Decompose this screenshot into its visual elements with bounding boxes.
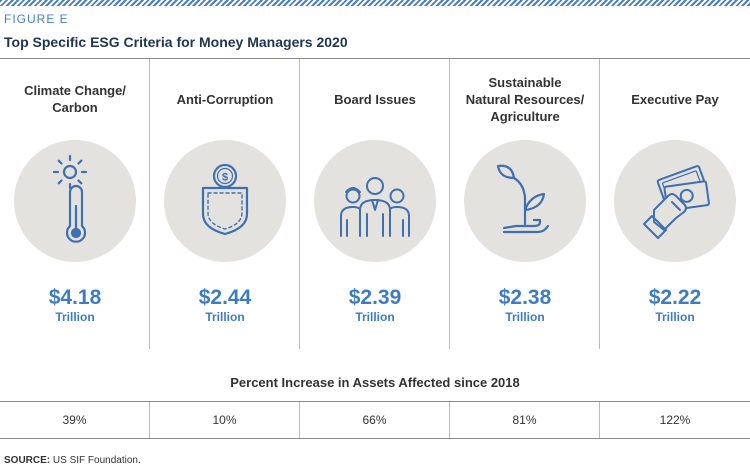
- unit-label: Trillion: [205, 310, 245, 324]
- icon-circle: [614, 140, 736, 262]
- criterion-label: Sustainable Natural Resources/ Agricultu…: [465, 74, 585, 124]
- criterion-label: Anti-Corruption: [176, 91, 274, 107]
- source-text: US SIF Foundation.: [52, 455, 141, 466]
- criterion-panel: Board Issues $2.39 Trillion: [300, 59, 450, 349]
- sprout-hand-icon: [496, 164, 550, 234]
- svg-text:$: $: [222, 172, 228, 184]
- hand-money-icon: [643, 165, 710, 239]
- unit-label: Trillion: [655, 310, 695, 324]
- criterion-panel: Anti-Corruption $ $2.44 Trillion: [150, 59, 300, 349]
- criterion-panel: Executive Pay $2.22 Trillion: [600, 59, 750, 349]
- percent-cell: 39%: [0, 402, 150, 438]
- percent-cell: 10%: [150, 402, 300, 438]
- percent-cell: 81%: [450, 402, 600, 438]
- percent-cell: 122%: [659, 413, 691, 427]
- icon-circle: $: [164, 140, 286, 262]
- percent-increase-title: Percent Increase in Assets Affected sinc…: [230, 375, 520, 390]
- criterion-label: Board Issues: [334, 91, 416, 107]
- unit-label: Trillion: [55, 310, 95, 324]
- icon-circle: [314, 140, 436, 262]
- top-divider: [0, 58, 750, 59]
- value-label: $2.44: [198, 286, 252, 309]
- criterion-label: Executive Pay: [631, 91, 719, 107]
- criterion-label: Climate Change/ Carbon: [24, 83, 126, 115]
- pocket-coin-icon: $: [201, 163, 249, 236]
- people-group-icon: [340, 177, 410, 237]
- value-label: $2.22: [648, 286, 702, 309]
- criteria-panels: Climate Change/ Carbon $4.18 Trillion An…: [0, 59, 750, 349]
- figure-label: FIGURE E: [4, 12, 69, 26]
- icon-circle: [464, 140, 586, 262]
- unit-label: Trillion: [505, 310, 545, 324]
- criterion-panel: Sustainable Natural Resources/ Agricultu…: [450, 59, 600, 349]
- thermometer-sun-icon: [52, 154, 88, 243]
- value-label: $4.18: [48, 286, 102, 309]
- source-note: SOURCE: US SIF Foundation.: [4, 455, 141, 466]
- figure-title: Top Specific ESG Criteria for Money Mana…: [4, 34, 348, 50]
- source-label: SOURCE:: [4, 455, 51, 466]
- icon-circle: [14, 140, 136, 262]
- percent-cell: 66%: [300, 402, 450, 438]
- value-label: $2.39: [348, 286, 402, 309]
- unit-label: Trillion: [355, 310, 395, 324]
- criterion-panel: Climate Change/ Carbon $4.18 Trillion: [0, 59, 150, 349]
- percent-increase-row: 39% 10% 66% 81% 122%: [0, 401, 750, 439]
- header-hatch-bar: [0, 0, 750, 6]
- value-label: $2.38: [498, 286, 552, 309]
